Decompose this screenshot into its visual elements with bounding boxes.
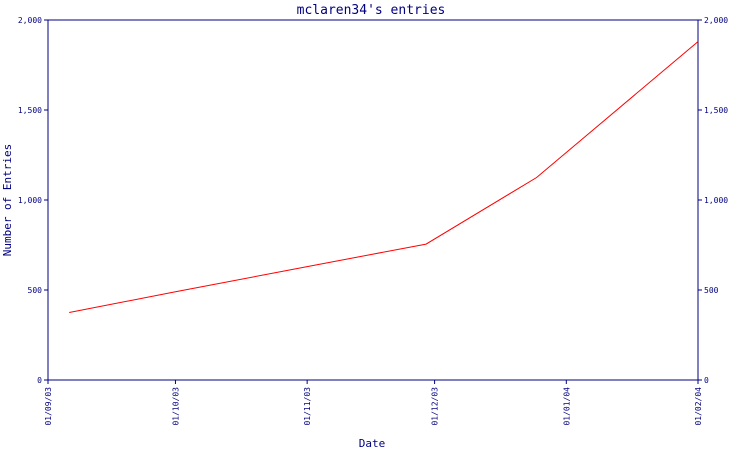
y-tick-label-right: 0 bbox=[704, 376, 709, 385]
x-tick-label: 01/01/04 bbox=[562, 387, 571, 426]
y-tick-label-left: 1,000 bbox=[18, 196, 42, 205]
series-line bbox=[69, 41, 699, 313]
plot-frame bbox=[47, 19, 699, 381]
y-tick-label-left: 0 bbox=[37, 376, 42, 385]
y-tick-label-right: 2,000 bbox=[704, 16, 728, 25]
x-tick-label: 01/10/03 bbox=[171, 387, 180, 426]
x-axis-label: Date bbox=[359, 437, 386, 450]
y-tick-label-left: 2,000 bbox=[18, 16, 42, 25]
x-tick-label: 01/09/03 bbox=[44, 387, 53, 426]
y-tick-label-right: 500 bbox=[704, 286, 719, 295]
x-tick-label: 01/02/04 bbox=[694, 387, 703, 426]
y-tick-label-right: 1,500 bbox=[704, 106, 728, 115]
x-axis: 01/09/03 01/10/03 01/11/03 01/12/03 01/01/04… bbox=[44, 380, 703, 426]
y-axis-label: Number of Entries bbox=[1, 144, 14, 257]
x-tick-label: 01/11/03 bbox=[303, 387, 312, 426]
y-axis-right: 0 500 1,000 1,500 2,000 bbox=[698, 16, 728, 385]
chart-title: mclaren34's entries bbox=[297, 3, 446, 18]
y-axis-left: 0 500 1,000 1,500 2,000 bbox=[18, 16, 48, 385]
x-tick-label: 01/12/03 bbox=[431, 387, 440, 426]
y-tick-label-right: 1,000 bbox=[704, 196, 728, 205]
y-tick-label-left: 1,500 bbox=[18, 106, 42, 115]
y-tick-label-left: 500 bbox=[28, 286, 43, 295]
